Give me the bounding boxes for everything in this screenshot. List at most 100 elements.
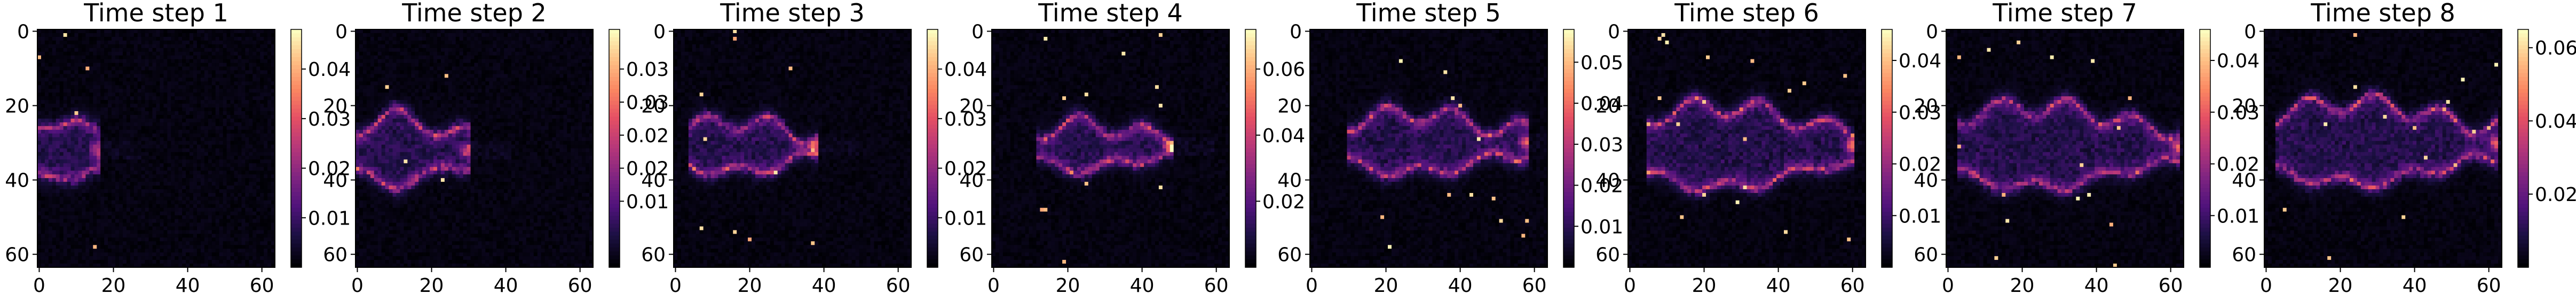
heatmap-cell: [82, 41, 85, 44]
heatmap-cell: [145, 44, 149, 48]
heatmap-cell: [67, 52, 71, 56]
heatmap-cell: [56, 37, 60, 41]
heatmap-cell: [197, 52, 201, 56]
heatmap-cell: [104, 59, 108, 63]
heatmap-cell: [227, 48, 231, 52]
heatmap-cell: [97, 52, 100, 56]
heatmap-cell: [223, 29, 227, 33]
panel-title: Time step 1: [83, 0, 228, 27]
heatmap-cell: [123, 63, 127, 67]
heatmap-cell: [108, 44, 112, 48]
heatmap-cell: [127, 33, 130, 37]
heatmap-cell: [123, 44, 127, 48]
heatmap-cell: [123, 29, 127, 33]
heatmap-cell: [60, 29, 64, 33]
heatmap-cell: [223, 63, 227, 67]
heatmap-cell: [60, 44, 64, 48]
heatmap-cell: [238, 48, 241, 52]
heatmap-cell: [67, 56, 71, 59]
heatmap-cell: [197, 56, 201, 59]
heatmap-cell: [163, 56, 167, 59]
heatmap-cell: [264, 41, 267, 44]
heatmap-cell: [37, 44, 41, 48]
heatmap-cell: [104, 63, 108, 67]
heatmap-cell: [115, 48, 119, 52]
heatmap-cell: [130, 59, 134, 63]
heatmap-cell: [100, 37, 104, 41]
heatmap-cell: [267, 29, 271, 33]
heatmap-cell: [171, 48, 175, 52]
heatmap-cell: [197, 33, 201, 37]
heatmap-cell: [56, 67, 60, 71]
heatmap-cell: [127, 63, 130, 67]
heatmap-cell: [204, 41, 208, 44]
heatmap-cell: [234, 52, 238, 56]
heatmap-cell: [178, 41, 182, 44]
heatmap-cell: [171, 63, 175, 67]
heatmap-cell: [49, 33, 52, 37]
heatmap-cell: [138, 59, 141, 63]
heatmap-cell: [49, 63, 52, 67]
heatmap-cell: [160, 48, 163, 52]
heatmap-cell: [100, 44, 104, 48]
heatmap-cell: [149, 33, 153, 37]
heatmap-cell: [212, 56, 216, 59]
heatmap-cell: [141, 52, 145, 56]
heatmap-cell: [123, 56, 127, 59]
heatmap-cell: [130, 37, 134, 41]
heatmap-cell: [100, 41, 104, 44]
heatmap-cell: [67, 37, 71, 41]
heatmap-cell: [186, 52, 189, 56]
heatmap-cell: [267, 56, 271, 59]
heatmap-cell: [138, 48, 141, 52]
heatmap-cell: [93, 48, 97, 52]
heatmap-cell: [97, 63, 100, 67]
heatmap-cell: [256, 59, 260, 63]
heatmap-cell: [115, 67, 119, 71]
heatmap-cell: [216, 52, 219, 56]
heatmap-cell: [216, 59, 219, 63]
heatmap-cell: [75, 48, 78, 52]
heatmap-cell: [171, 52, 175, 56]
heatmap-cell: [145, 63, 149, 67]
heatmap-cell: [182, 59, 186, 63]
heatmap-cell: [49, 44, 52, 48]
heatmap-cell: [231, 29, 234, 33]
heatmap-cell: [85, 63, 89, 67]
heatmap-cell: [56, 56, 60, 59]
heatmap-cell: [163, 37, 167, 41]
heatmap-cell: [85, 48, 89, 52]
heatmap-cell: [160, 63, 163, 67]
heatmap-cell: [145, 33, 149, 37]
heatmap-cell: [104, 44, 108, 48]
heatmap-cell: [249, 37, 252, 41]
heatmap-cell: [160, 52, 163, 56]
heatmap-cell: [82, 63, 85, 67]
heatmap-cell: [112, 37, 115, 41]
heatmap-cell: [97, 41, 100, 44]
heatmap-cell: [231, 56, 234, 59]
heatmap-cell: [64, 33, 67, 37]
heatmap-cell: [89, 41, 93, 44]
heatmap-cell: [52, 56, 56, 59]
heatmap-cell: [134, 48, 138, 52]
heatmap-cell: [82, 29, 85, 33]
heatmap-cell: [100, 48, 104, 52]
heatmap-cell: [201, 29, 204, 33]
heatmap-cell: [78, 56, 82, 59]
heatmap-cell: [175, 63, 178, 67]
heatmap-cell: [231, 48, 234, 52]
heatmap-cell: [67, 44, 71, 48]
heatmap-cell: [160, 33, 163, 37]
heatmap-cell: [145, 48, 149, 52]
heatmap-cell: [64, 59, 67, 63]
heatmap-cell: [212, 33, 216, 37]
heatmap-cell: [231, 41, 234, 44]
heatmap-cell: [97, 48, 100, 52]
heatmap-cell: [238, 56, 241, 59]
heatmap-cell: [78, 29, 82, 33]
heatmap-cell: [119, 41, 123, 44]
heatmap-cell: [37, 52, 41, 56]
heatmap-cell: [156, 63, 160, 67]
heatmap-cell: [178, 33, 182, 37]
